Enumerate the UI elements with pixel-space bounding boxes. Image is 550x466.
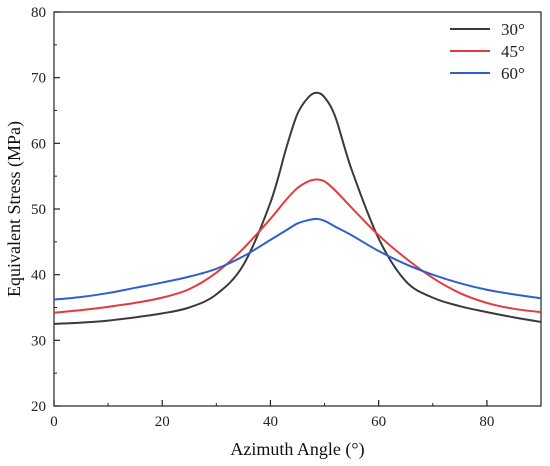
legend-label-2: 45°	[501, 42, 525, 61]
legend: 30° 45° 60°	[450, 20, 525, 83]
plot-border	[53, 11, 542, 407]
y-tick-label: 50	[31, 202, 46, 218]
x-tick-label: 20	[155, 414, 170, 430]
plot-frame	[53, 11, 542, 407]
y-tick-label: 60	[31, 136, 46, 152]
x-tick-label: 0	[50, 414, 58, 430]
y-tick-label: 20	[31, 399, 46, 415]
legend-label-1: 30°	[501, 20, 525, 39]
x-tick-label: 80	[479, 414, 494, 430]
y-tick-label: 70	[31, 71, 46, 87]
x-tick-label: 40	[263, 414, 278, 430]
x-tick-label: 60	[371, 414, 386, 430]
series-line-1	[53, 91, 542, 325]
series-line-3	[53, 217, 542, 301]
series-layer	[53, 91, 542, 325]
y-tick-label: 80	[31, 5, 46, 21]
y-axis-title: Equivalent Stress (MPa)	[4, 121, 25, 297]
y-tick-label: 30	[31, 333, 46, 349]
y-tick-label: 40	[31, 268, 46, 284]
series-line-2	[53, 178, 542, 314]
legend-label-3: 60°	[501, 64, 525, 83]
x-axis-title: Azimuth Angle (°)	[230, 439, 364, 460]
